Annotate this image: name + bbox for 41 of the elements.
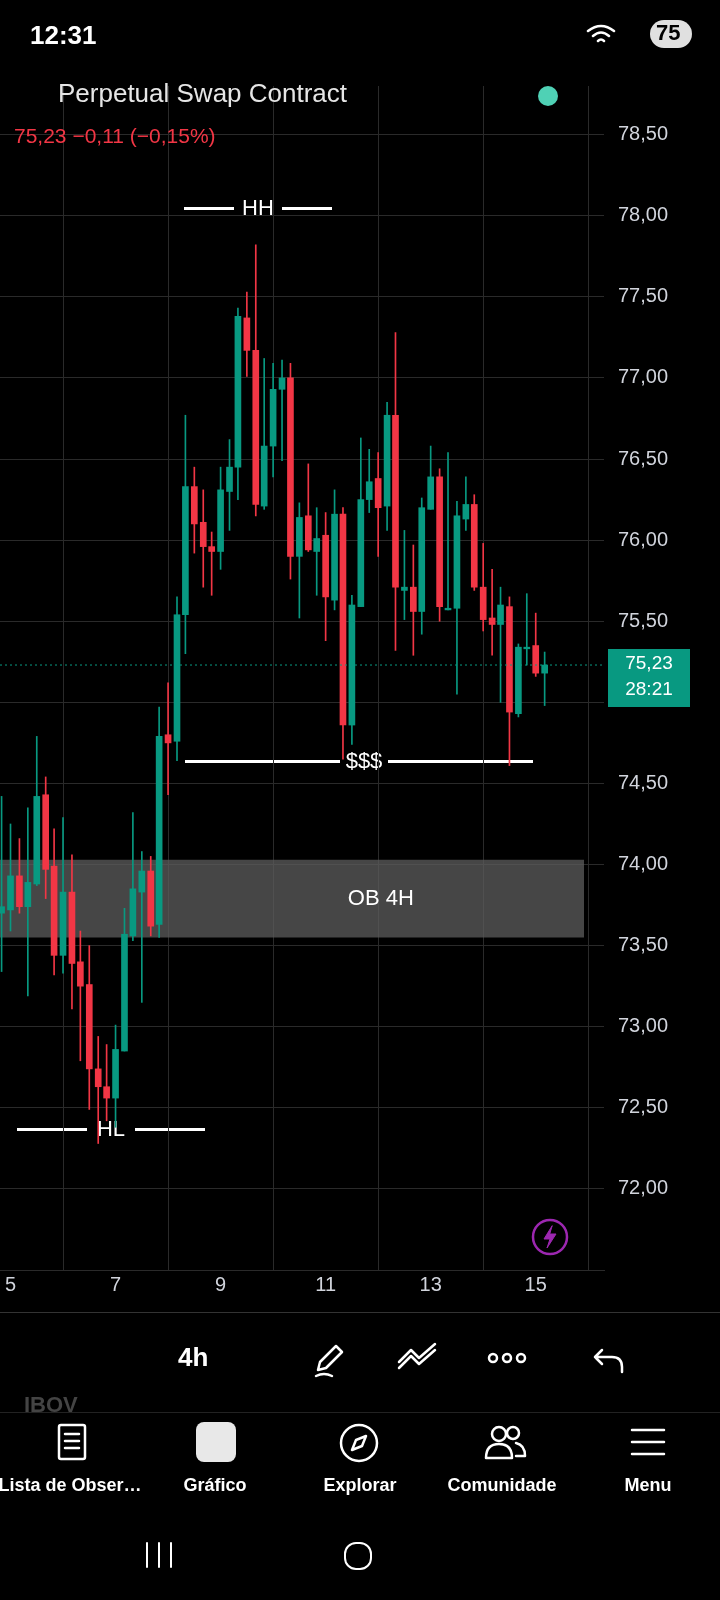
candlestick (138, 851, 146, 1003)
x-tick-label: 15 (524, 1272, 547, 1295)
text: 75,23 −0,11 (−0,15%) (14, 124, 216, 148)
text: 4h (178, 1342, 209, 1373)
x-tick-label: 13 (419, 1272, 442, 1295)
candlestick (313, 507, 321, 596)
x-tick-label: 5 (4, 1272, 17, 1295)
y-tick-label: 74,00 (618, 852, 669, 875)
x-tick-label: 11 (315, 1272, 337, 1295)
annotation: HL (96, 1116, 126, 1142)
text: 12:31 (30, 20, 97, 51)
y-tick-label: 77,00 (618, 365, 669, 388)
y-tick-label: 72,00 (618, 1176, 669, 1199)
text: 28:21 (625, 678, 673, 700)
chart-title: Perpetual Swap Contract (58, 78, 348, 109)
y-tick-label: 74,50 (618, 770, 669, 793)
text: Menu (624, 1475, 672, 1496)
y-tick-label: 77,50 (618, 284, 669, 307)
y-tick-label: 73,00 (618, 1014, 669, 1037)
y-tick-label: 78,00 (618, 203, 669, 226)
candlestick (24, 807, 32, 997)
band-label: OB 4H (347, 884, 414, 910)
annotation: $$$ (345, 748, 383, 774)
text: IBOV (24, 1392, 78, 1418)
x-tick-label: 7 (109, 1272, 122, 1295)
ref-line-label: 75,23 (625, 652, 673, 674)
text: Lista de Obser… (0, 1475, 142, 1496)
text: Gráfico (183, 1475, 247, 1496)
y-tick-label: 72,50 (618, 1095, 669, 1118)
text: Comunidade (447, 1475, 557, 1496)
y-tick-label: 75,50 (618, 608, 669, 631)
y-tick-label: 78,50 (618, 122, 669, 145)
text: 75 (656, 20, 681, 46)
text: Explorar (323, 1475, 397, 1496)
candlestick (278, 359, 286, 461)
x-tick-label: 9 (215, 1272, 227, 1295)
annotation: HH (242, 195, 274, 221)
y-tick-label: 76,00 (618, 527, 669, 550)
candlestick (164, 682, 172, 796)
y-tick-label: 76,50 (618, 446, 669, 469)
y-tick-label: 73,50 (618, 933, 669, 956)
